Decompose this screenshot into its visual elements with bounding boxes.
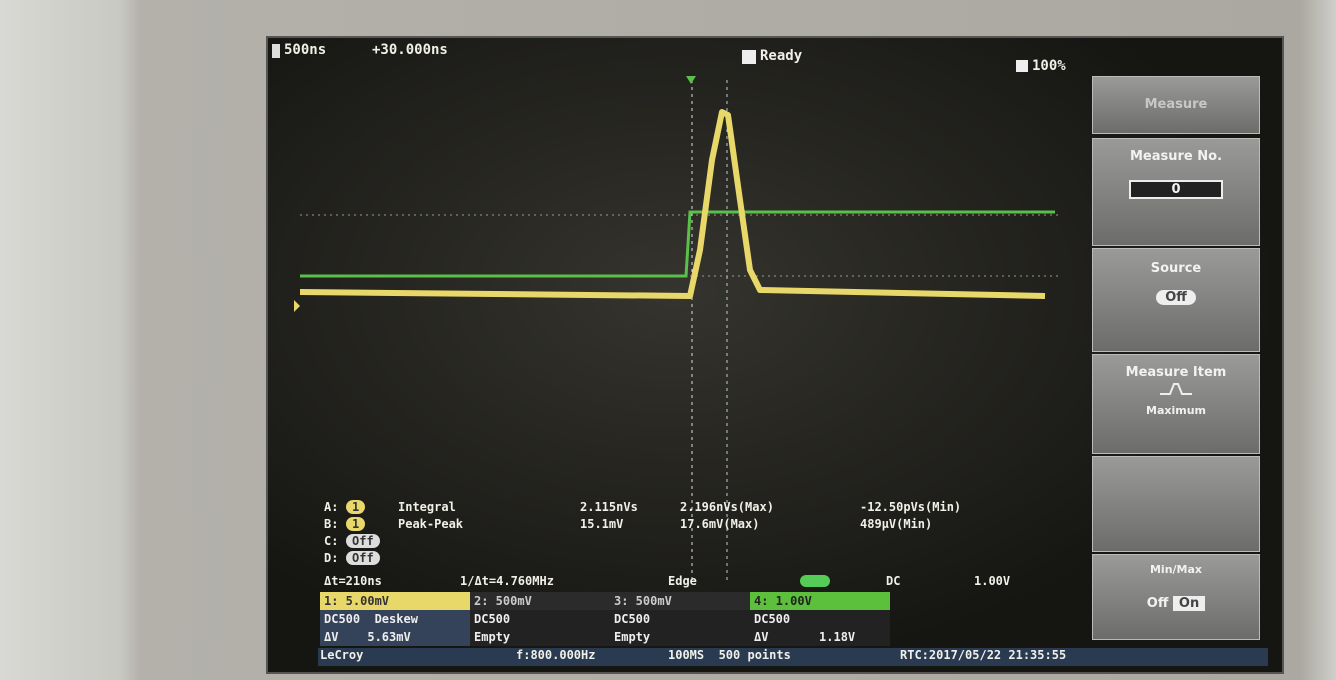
measure-name: Peak-Peak (398, 517, 463, 531)
channel-1-trace (300, 112, 1045, 296)
slot: D: (324, 551, 338, 565)
label: Measure Item (1093, 365, 1259, 380)
measure-item-button[interactable]: Measure Item Maximum (1092, 354, 1260, 454)
channel-cell: Empty (610, 628, 750, 646)
measure-max: 2.196nVs(Max) (680, 500, 774, 514)
trigger-marker (686, 76, 696, 84)
channel-cell: ΔV 5.63mV (320, 628, 470, 646)
frequency: 1/Δt=4.760MHz (460, 574, 554, 588)
channel-cell: Empty (470, 628, 610, 646)
sampling: 100MS 500 points (668, 648, 791, 662)
label: Measure No. (1093, 149, 1259, 164)
page: 500ns +30.000ns Ready 100% Measure Measu… (0, 0, 1336, 680)
source-button[interactable]: Source Off (1092, 248, 1260, 352)
item-icon (1156, 380, 1196, 400)
off: Off (1147, 596, 1169, 611)
slot: B: (324, 517, 338, 531)
measure-value: 2.115nVs (580, 500, 638, 514)
measure-min: 489μV(Min) (860, 517, 932, 531)
channel-cell: DC500 (470, 610, 610, 628)
value: Maximum (1093, 404, 1259, 417)
on: On (1173, 596, 1205, 611)
label: Min/Max (1093, 563, 1259, 576)
channel-cell: 2: 500mV (470, 592, 610, 610)
value: Off (1156, 290, 1196, 305)
level: 1.00V (974, 574, 1010, 588)
empty-button[interactable] (1092, 456, 1260, 552)
channel-cell: 4: 1.00V (750, 592, 890, 610)
value: 0 (1129, 180, 1223, 199)
measure-min: -12.50pVs(Min) (860, 500, 961, 514)
trigger: Edge (668, 574, 697, 588)
channel-cell: ΔV 1.18V (750, 628, 890, 646)
trigger-source (800, 575, 830, 587)
channel-cell: 3: 500mV (610, 592, 750, 610)
rtc: RTC:2017/05/22 21:35:55 (900, 648, 1066, 662)
channel: 1 (346, 500, 365, 514)
channel: Off (346, 534, 380, 548)
slot: A: (324, 500, 338, 514)
label: Source (1093, 261, 1259, 276)
coupling: DC (886, 574, 900, 588)
channel-cell: DC500 Deskew (320, 610, 470, 628)
delta-t: Δt=210ns (324, 574, 382, 588)
channel: Off (346, 551, 380, 565)
channel-cell: DC500 (610, 610, 750, 628)
measure-value: 15.1mV (580, 517, 623, 531)
status-bar (318, 648, 1268, 666)
measure-name: Integral (398, 500, 456, 514)
minmax-button[interactable]: Min/Max Off On (1092, 554, 1260, 640)
channel-cell: DC500 (750, 610, 890, 628)
measure-max: 17.6mV(Max) (680, 517, 759, 531)
brand: LeCroy (320, 648, 363, 662)
channel-4-trace (300, 212, 1055, 276)
trigger-frequency: f:800.000Hz (516, 648, 595, 662)
channel: 1 (346, 517, 365, 531)
measure-no-button[interactable]: Measure No. 0 (1092, 138, 1260, 246)
slot: C: (324, 534, 338, 548)
channel-1-marker (294, 300, 300, 312)
channel-cell: 1: 5.00mV (320, 592, 470, 610)
menu-title[interactable]: Measure (1092, 76, 1260, 134)
